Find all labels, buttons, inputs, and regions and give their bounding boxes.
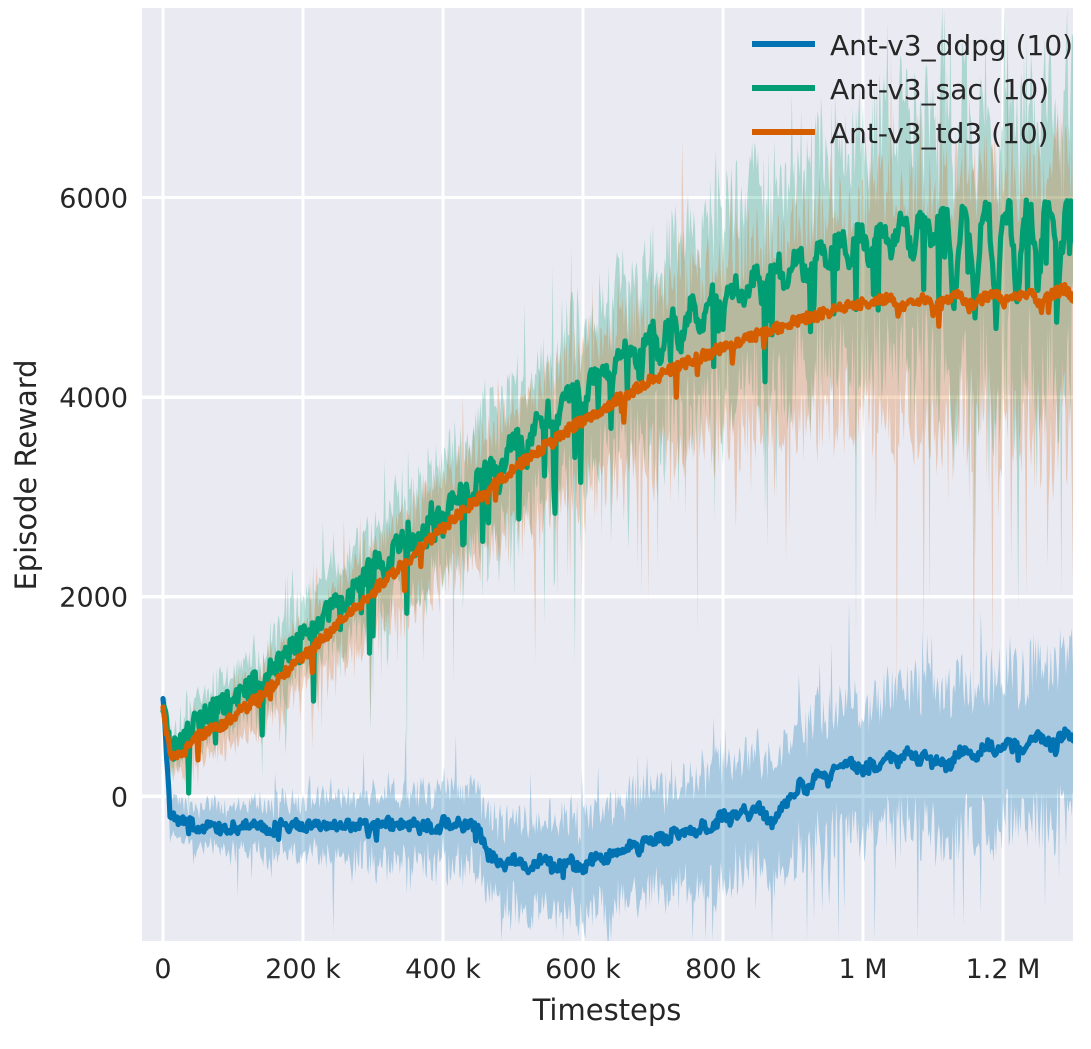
x-tick-label: 800 k (685, 954, 761, 985)
x-tick-labels: 0 200 k 400 k 600 k 800 k 1 M 1.2 M (154, 954, 1040, 985)
plot-panel-background (142, 8, 1073, 941)
confidence-band-ant-v3-sac-10- (163, 8, 1073, 818)
legend-label: Ant-v3_td3 (10) (830, 117, 1049, 150)
confidence-bands (163, 8, 1073, 941)
legend-label: Ant-v3_ddpg (10) (830, 29, 1073, 62)
y-tick-label: 0 (111, 782, 128, 813)
series-line-ant-v3-ddpg-10- (160, 696, 1073, 881)
x-tick-label: 0 (154, 954, 171, 985)
y-tick-labels: 0 2000 4000 6000 (59, 184, 128, 814)
x-tick-label: 1.2 M (966, 954, 1041, 985)
y-tick-label: 6000 (59, 184, 128, 215)
x-grid-lines (161, 8, 1005, 941)
confidence-band-ant-v3-td3-10- (163, 50, 1073, 788)
series-lines (160, 197, 1073, 881)
legend-label: Ant-v3_sac (10) (830, 73, 1049, 106)
y-axis-title: Episode Reward (9, 359, 43, 590)
series-line-ant-v3-sac-10- (160, 197, 1073, 796)
x-tick-label: 400 k (405, 954, 481, 985)
series-line-ant-v3-td3-10- (160, 282, 1073, 763)
chart-legend: Ant-v3_ddpg (10) Ant-v3_sac (10) Ant-v3_td… (752, 29, 1073, 150)
x-tick-label: 1 M (838, 954, 887, 985)
y-grid-lines (142, 195, 1073, 798)
x-axis-title: Timesteps (532, 993, 682, 1027)
y-tick-label: 2000 (59, 583, 128, 614)
x-tick-label: 600 k (545, 954, 621, 985)
confidence-band-ant-v3-ddpg-10- (163, 600, 1073, 941)
y-tick-label: 4000 (59, 383, 128, 414)
x-tick-label: 200 k (265, 954, 341, 985)
